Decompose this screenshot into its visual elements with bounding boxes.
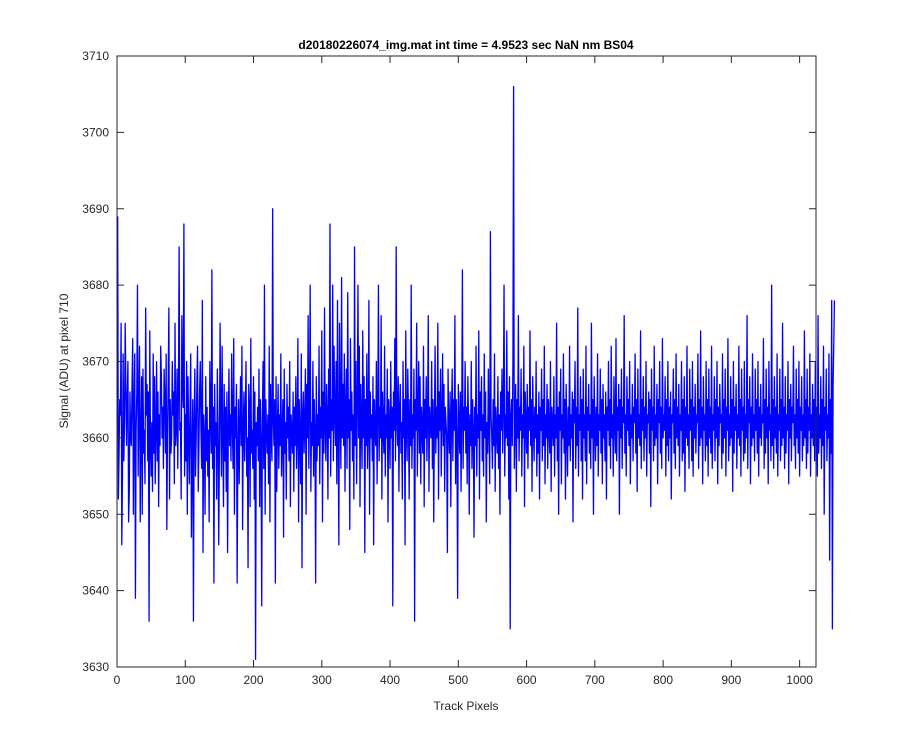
x-tick-label-0: 0 — [114, 673, 121, 687]
chart-title: d20180226074_img.mat int time = 4.9523 s… — [298, 38, 634, 52]
y-tick-label-3690: 3690 — [82, 202, 109, 216]
x-tick-label-700: 700 — [585, 673, 605, 687]
y-tick-label-3630: 3630 — [82, 660, 109, 674]
tick-labels-layer: 0 100 200 300 400 500 600 700 800 900 1000 3630 3640… — [82, 49, 813, 687]
x-tick-label-900: 900 — [721, 673, 741, 687]
axes-box — [116, 55, 817, 668]
y-tick-label-3710: 3710 — [82, 49, 109, 63]
x-axis-label: Track Pixels — [434, 699, 499, 713]
x-tick-label-800: 800 — [653, 673, 673, 687]
y-tick-label-3650: 3650 — [82, 507, 109, 521]
x-tick-label-200: 200 — [244, 673, 264, 687]
x-tick-label-600: 600 — [517, 673, 537, 687]
x-tick-label-300: 300 — [312, 673, 332, 687]
y-tick-label-3660: 3660 — [82, 431, 109, 445]
y-tick-label-3680: 3680 — [82, 278, 109, 292]
x-tick-label-500: 500 — [448, 673, 468, 687]
y-tick-label-3670: 3670 — [82, 355, 109, 369]
x-tick-label-400: 400 — [380, 673, 400, 687]
x-tick-label-1000: 1000 — [786, 673, 813, 687]
x-tick-label-100: 100 — [175, 673, 195, 687]
series-line-1 — [117, 85, 836, 661]
series-layer — [117, 85, 836, 661]
y-tick-label-3700: 3700 — [82, 125, 109, 139]
y-tick-label-3640: 3640 — [82, 584, 109, 598]
y-axis-label: Signal (ADU) at pixel 710 — [57, 293, 71, 428]
